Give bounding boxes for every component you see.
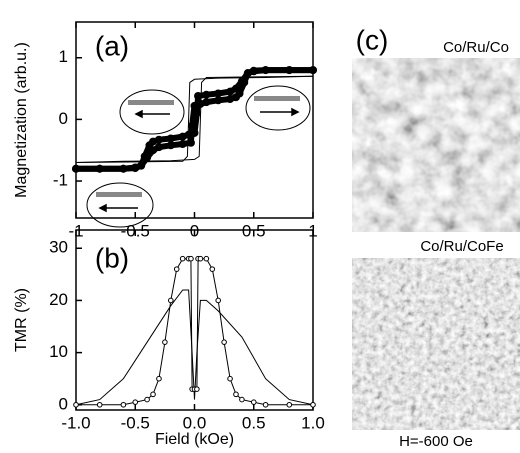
y-tick-label: 0 xyxy=(59,394,68,413)
caption: Co/Ru/CoFe xyxy=(420,238,503,255)
y-tick-label: 20 xyxy=(49,290,68,309)
data-point xyxy=(137,161,146,170)
data-point xyxy=(168,297,174,304)
data-point xyxy=(96,401,103,408)
data-point xyxy=(262,401,269,408)
data-point xyxy=(202,90,211,99)
x-tick-label: 0.0 xyxy=(183,413,207,432)
inset-arrows xyxy=(96,96,300,213)
y-tick-label: 30 xyxy=(49,238,68,257)
data-point xyxy=(73,401,79,408)
y-tick-label: 1 xyxy=(59,47,68,66)
y-tick-label: 0 xyxy=(59,109,68,128)
data-point xyxy=(209,266,216,272)
data-point xyxy=(192,109,201,118)
data-point xyxy=(226,95,235,104)
data-point xyxy=(188,255,194,262)
series-line xyxy=(75,289,314,406)
y-axis-label: Magnetization (arb.u.) xyxy=(13,42,30,198)
data-point xyxy=(173,266,180,272)
x-tick-label: 1.0 xyxy=(301,413,325,432)
data-point xyxy=(285,66,294,75)
data-point xyxy=(178,140,187,149)
x-axis-label: Field (kOe) xyxy=(155,431,234,448)
data-point xyxy=(231,84,240,93)
data-point xyxy=(140,152,149,161)
data-point xyxy=(237,77,246,86)
data-point xyxy=(190,128,199,137)
panel-label: (b) xyxy=(95,242,129,273)
data-point xyxy=(132,399,139,405)
data-point xyxy=(154,135,163,144)
data-point xyxy=(249,67,258,76)
data-point xyxy=(214,89,223,98)
micrograph-bottom xyxy=(352,258,520,430)
data-point xyxy=(309,66,317,75)
data-point xyxy=(286,401,293,408)
data-point xyxy=(221,339,227,345)
data-point xyxy=(194,91,203,100)
panel-label: (a) xyxy=(95,30,129,61)
data-point xyxy=(214,96,223,105)
data-point xyxy=(261,66,270,75)
x-tick-label: 0.5 xyxy=(242,413,266,432)
data-point xyxy=(119,164,128,173)
series-line xyxy=(76,258,313,406)
data-point xyxy=(179,255,186,262)
data-point xyxy=(150,391,156,398)
y-axis-label: TMR (%) xyxy=(13,288,30,352)
data-point xyxy=(250,399,257,405)
data-point xyxy=(95,164,104,173)
data-point xyxy=(72,164,80,173)
data-point xyxy=(144,396,150,403)
data-point xyxy=(233,391,239,398)
data-point xyxy=(227,375,233,382)
x-tick-label: -0.5 xyxy=(121,413,150,432)
data-point xyxy=(166,134,175,143)
data-point xyxy=(197,255,204,262)
data-point xyxy=(162,339,168,345)
panel-label: (c) xyxy=(356,24,389,55)
caption: H=-600 Oe xyxy=(399,433,473,450)
y-tick-label: -1 xyxy=(53,171,68,190)
data-point xyxy=(120,401,127,408)
x-tick-label: -1.0 xyxy=(61,413,90,432)
data-point xyxy=(166,141,175,150)
y-tick-label: 10 xyxy=(49,342,68,361)
data-point xyxy=(215,297,221,304)
data-point xyxy=(194,386,200,392)
data-point xyxy=(186,138,195,147)
data-point xyxy=(239,396,245,403)
data-point xyxy=(156,375,162,382)
micrograph-top xyxy=(352,58,520,232)
series-line xyxy=(75,75,314,163)
data-point xyxy=(310,401,316,408)
data-point xyxy=(203,255,210,262)
caption: Co/Ru/Co xyxy=(443,39,509,56)
series-line xyxy=(75,75,314,163)
